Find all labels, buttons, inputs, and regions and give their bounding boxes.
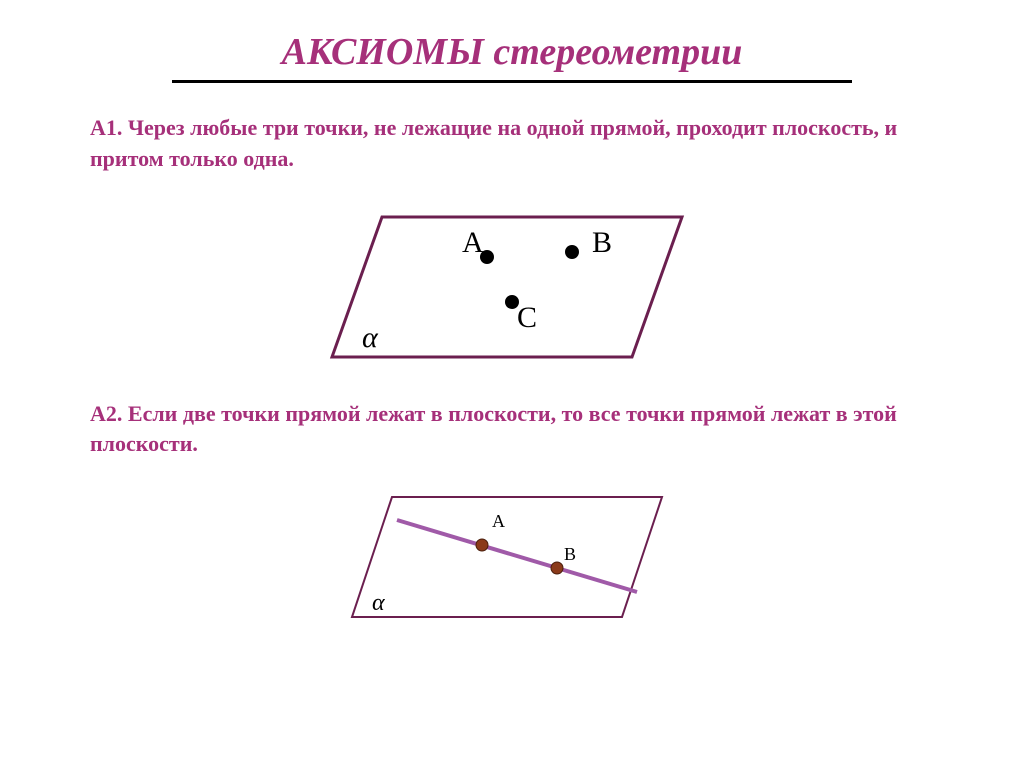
svg-text:A: A	[462, 226, 484, 259]
axiom2-label: A2.	[90, 401, 122, 426]
axiom1-body: Через любые три точки, не лежащие на одн…	[90, 115, 897, 171]
svg-text:A: A	[492, 511, 505, 531]
svg-text:B: B	[592, 226, 612, 259]
svg-text:C: C	[517, 301, 537, 334]
axiom1-block: A1. Через любые три точки, не лежащие на…	[40, 113, 984, 377]
svg-text:B: B	[564, 544, 576, 564]
axiom1-diagram: A B Cα	[322, 197, 702, 377]
title-underline	[172, 80, 852, 83]
axiom1-text: A1. Через любые три точки, не лежащие на…	[90, 113, 934, 175]
axiom2-body: Если две точки прямой лежат в плоскости,…	[90, 401, 897, 457]
page-title: АКСИОМЫ стереометрии	[40, 30, 984, 74]
svg-text:α: α	[372, 590, 385, 616]
svg-text:α: α	[362, 321, 379, 354]
axiom2-text: A2. Если две точки прямой лежат в плоско…	[90, 399, 934, 461]
axiom2-diagram: A Bα	[342, 482, 682, 632]
axiom1-label: A1.	[90, 115, 122, 140]
axiom2-block: A2. Если две точки прямой лежат в плоско…	[40, 399, 984, 633]
slide-page: АКСИОМЫ стереометрии A1. Через любые три…	[0, 0, 1024, 767]
